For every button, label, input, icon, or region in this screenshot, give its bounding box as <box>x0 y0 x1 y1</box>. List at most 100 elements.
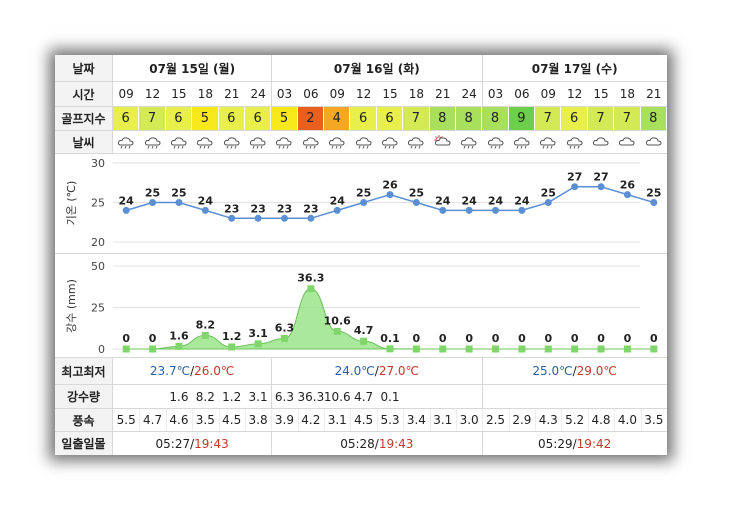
wind-cell: 3.1 <box>433 413 453 427</box>
temperature-chart-row: 기온 (℃) 20 25 30 24 25 25 24 23 23 23 23 24 25 26 25 24 24… <box>55 154 667 254</box>
rain-data-label: 3.1 <box>248 327 268 340</box>
rain-data-label: 4.7 <box>354 324 374 337</box>
temperature-point <box>518 206 526 214</box>
rainfall-cell: 1.2 <box>222 389 242 404</box>
golf-index-cell: 6 <box>561 107 588 130</box>
cell-divider <box>139 409 141 431</box>
temperature-point <box>439 206 447 214</box>
temperature-data-label: 25 <box>145 187 160 200</box>
rain-data-label: 0 <box>492 332 500 345</box>
wind-cell: 2.9 <box>512 413 532 427</box>
day-header: 07월 15일 (월) <box>149 61 236 76</box>
rain-point <box>650 345 658 353</box>
rain-data-label: 1.6 <box>169 329 189 342</box>
cell-divider <box>192 409 194 431</box>
golf-index-cell: 6 <box>218 107 245 130</box>
max-temp: 26.0℃ <box>194 364 235 378</box>
rain-point <box>623 345 631 353</box>
cloud-rain-icon <box>408 137 424 149</box>
rain-data-label: 8.2 <box>196 318 216 331</box>
golf-index-cell: 7 <box>535 107 562 130</box>
golf-index-cell: 8 <box>482 107 509 130</box>
rainfall-cell: 10.6 <box>323 389 351 404</box>
rainfall-cell <box>641 385 667 408</box>
rain-data-label: 36.3 <box>297 272 324 285</box>
day-divider <box>482 82 484 106</box>
wind-cell: 3.8 <box>248 413 268 427</box>
temperature-point <box>228 214 236 222</box>
wind-cell: 4.2 <box>301 413 321 427</box>
weather-cell <box>192 131 218 153</box>
sun-separator: / <box>374 436 379 451</box>
weather-cell <box>614 131 640 153</box>
golf-index-cell: 6 <box>113 107 140 130</box>
rain-point <box>254 340 262 348</box>
golf-index-cell: 6 <box>350 107 377 130</box>
temperature-data-label: 25 <box>356 187 371 200</box>
temperature-data-label: 26 <box>620 179 636 192</box>
temperature-data-label: 25 <box>646 187 661 200</box>
temperature-point <box>333 206 341 214</box>
temperature-point <box>465 206 473 214</box>
weather-cell <box>535 131 561 153</box>
temperature-point <box>650 199 658 206</box>
day-header: 07월 16일 (화) <box>333 61 420 76</box>
rain-chart-row: 강수 (mm) 0 25 50 0 0 1.6 8.2 1.2 3.1 6.3 36.3 10.6 4.7… <box>55 254 667 358</box>
hour-cell: 24 <box>250 87 266 101</box>
wind-cell: 4.7 <box>143 413 163 427</box>
rain-data-label: 0 <box>544 332 552 345</box>
rain-data-label: 0 <box>650 332 658 345</box>
cloud-rain-icon <box>276 137 292 149</box>
cloud-icon <box>592 137 609 146</box>
wind-row: 풍속 5.5 4.7 4.6 3.5 4.5 3.8 3.9 4.2 3.1 4.5 5.3 3.4 3… <box>55 409 667 432</box>
rain-data-label: 0 <box>413 332 421 345</box>
weather-cell <box>430 131 456 153</box>
min-temp: 24.0℃ <box>334 364 375 378</box>
cell-divider <box>324 409 326 431</box>
cell-divider <box>165 409 167 431</box>
golf-index-cell: 8 <box>429 107 456 130</box>
temperature-data-label: 26 <box>382 179 398 192</box>
rain-point <box>122 345 130 353</box>
wind-cell: 5.3 <box>380 413 400 427</box>
wind-cell: 3.5 <box>644 413 664 427</box>
day-divider <box>482 385 484 408</box>
hour-cell: 15 <box>171 87 187 101</box>
time-label: 시간 <box>55 82 113 106</box>
weather-cell <box>561 131 587 153</box>
hour-cell: 12 <box>567 87 583 101</box>
rainfall-cell <box>614 385 640 408</box>
rain-data-label: 0 <box>571 332 579 345</box>
wind-cell: 3.5 <box>195 413 215 427</box>
rain-data-label: 0 <box>149 332 157 345</box>
sun-cell: 05:27/19:43 <box>113 432 271 455</box>
time-row: 시간 09 12 15 18 21 24 03 06 09 12 15 18 21 24 03 06 09 12 1… <box>55 82 667 107</box>
golf-index-cell: 8 <box>455 107 483 130</box>
temperature-data-label: 23 <box>250 202 265 215</box>
cloud-rain-icon <box>540 137 556 149</box>
wind-cell: 4.5 <box>222 413 242 427</box>
temperature-data-label: 23 <box>277 202 292 215</box>
wind-cell: 3.0 <box>459 413 479 427</box>
min-temp: 23.7℃ <box>149 364 191 378</box>
temperature-point <box>492 206 500 214</box>
cloud-rain-icon <box>144 137 161 149</box>
temperature-data-label: 24 <box>435 194 451 207</box>
rain-point <box>492 345 500 353</box>
hour-cell: 03 <box>487 87 504 101</box>
day-divider <box>482 432 484 455</box>
hour-cell: 21 <box>224 87 240 101</box>
rainfall-cell <box>509 385 535 408</box>
rainfall-cell: 1.6 <box>169 389 189 404</box>
weather-cell <box>403 131 429 153</box>
temperature-point <box>201 206 209 214</box>
sunrise-time: 05:28 <box>340 436 375 451</box>
temperature-tick-label: 20 <box>91 236 105 249</box>
wind-cell: 3.1 <box>327 413 347 427</box>
day-divider <box>482 55 484 81</box>
golf-index-cell: 6 <box>165 107 193 130</box>
golf-index-cell: 9 <box>508 107 536 130</box>
rain-data-label: 1.2 <box>222 330 242 343</box>
cloud-rain-icon <box>487 137 504 149</box>
